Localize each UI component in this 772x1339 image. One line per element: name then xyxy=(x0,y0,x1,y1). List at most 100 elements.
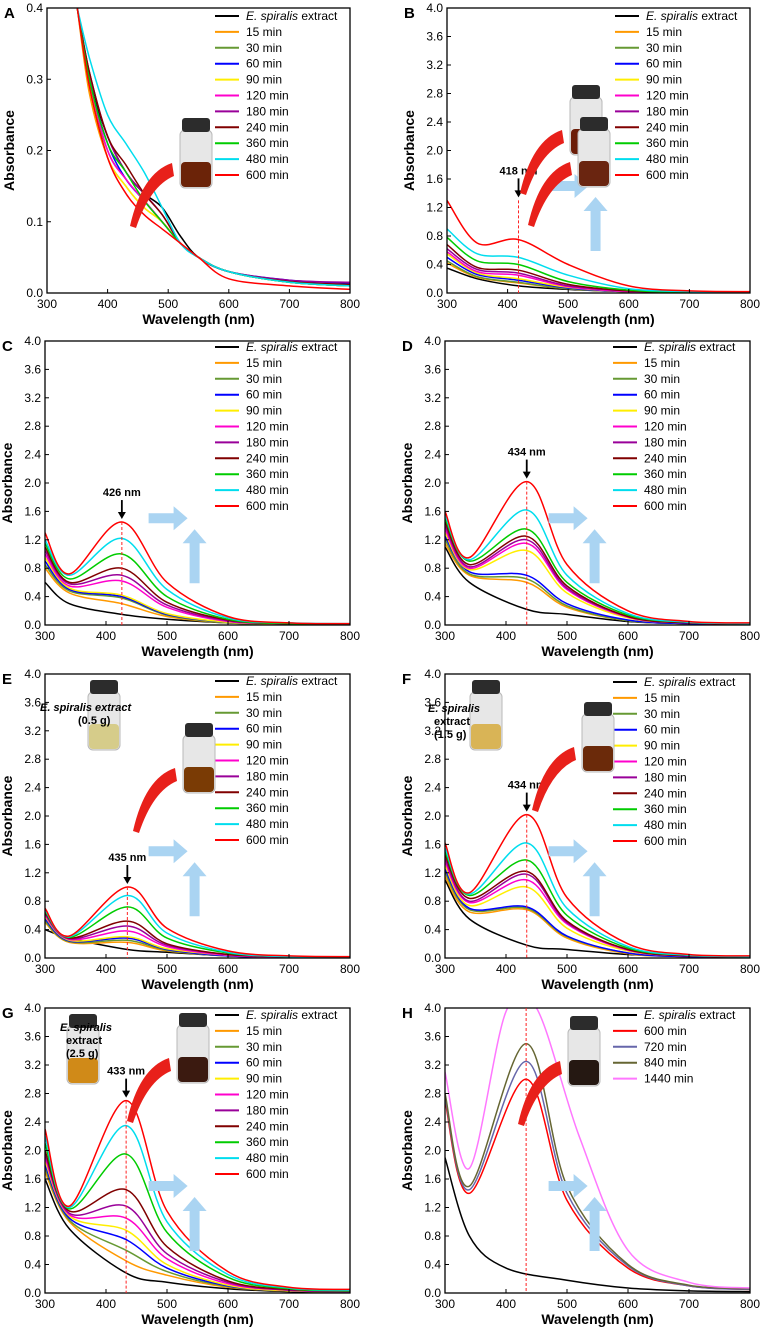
peak-label-c: 426 nm xyxy=(103,487,141,499)
panel-letter-b: B xyxy=(404,5,415,22)
legend-label-h: E. spiralis extract xyxy=(644,1008,736,1022)
legend-label-d: E. spiralis extract xyxy=(644,340,736,354)
y-tick-label-c: 2.8 xyxy=(24,419,41,433)
x-tick-label-a: 500 xyxy=(158,297,178,311)
x-tick-label-g: 400 xyxy=(96,1297,116,1311)
x-tick-label-a: 400 xyxy=(98,297,118,311)
legend-label-c: 600 min xyxy=(246,499,289,513)
inset-label-f-line3: (1.5 g) xyxy=(434,729,467,741)
peak-arrowhead-f xyxy=(522,804,531,812)
legend-label-g: 120 min xyxy=(246,1088,289,1102)
legend-label-f: 120 min xyxy=(644,755,687,769)
legend-label-b: 240 min xyxy=(646,120,689,134)
vial-image-c-1 xyxy=(130,118,213,228)
legend-label-f: 60 min xyxy=(644,723,680,737)
y-tick-label-d: 1.6 xyxy=(424,504,441,518)
legend-label-b: 480 min xyxy=(646,152,689,166)
legend-label-a: 15 min xyxy=(246,25,282,39)
x-tick-label-c: 400 xyxy=(96,629,116,643)
panel-letter-d: D xyxy=(402,338,413,355)
y-tick-label-f: 2.0 xyxy=(424,809,441,823)
legend-label-e: 90 min xyxy=(246,738,282,752)
inset-label-g-line3: (2.5 g) xyxy=(66,1048,99,1060)
x-tick-label-c: 800 xyxy=(340,629,360,643)
legend-label-d: 180 min xyxy=(644,435,687,449)
y-tick-label-e: 2.0 xyxy=(24,809,41,823)
y-tick-label-e: 2.8 xyxy=(24,752,41,766)
vial-image-g-1 xyxy=(66,1014,100,1085)
y-tick-label-a: 0.3 xyxy=(26,72,43,86)
legend-label-h: 1440 min xyxy=(644,1072,693,1086)
legend-label-f: 360 min xyxy=(644,802,687,816)
y-axis-title-b: Absorbance xyxy=(401,110,417,191)
x-tick-label-e: 500 xyxy=(157,962,177,976)
x-tick-label-f: 600 xyxy=(618,962,638,976)
panel-letter-f: F xyxy=(402,671,411,688)
y-tick-label-h: 2.8 xyxy=(424,1087,441,1101)
y-axis-title-c: Absorbance xyxy=(0,442,15,523)
panel-letter-e: E xyxy=(2,671,12,688)
y-tick-label-c: 4.0 xyxy=(24,334,41,348)
y-tick-label-c: 0.0 xyxy=(24,618,41,632)
x-tick-label-b: 400 xyxy=(498,297,518,311)
y-axis-title-a: Absorbance xyxy=(1,110,17,191)
legend-label-h: 840 min xyxy=(644,1056,687,1070)
x-tick-label-b: 600 xyxy=(619,297,639,311)
y-tick-label-f: 2.8 xyxy=(424,752,441,766)
legend-label-e: 360 min xyxy=(246,801,289,815)
vial-image-e-1 xyxy=(87,680,121,751)
legend-label-a: 60 min xyxy=(246,57,282,71)
legend-label-c: E. spiralis extract xyxy=(246,340,338,354)
series-line-g-480-min xyxy=(45,1124,350,1291)
series-line-a-60-min xyxy=(76,8,350,284)
x-tick-label-e: 400 xyxy=(96,962,116,976)
legend-label-a: 180 min xyxy=(246,104,289,118)
y-tick-label-b: 0.4 xyxy=(426,258,443,272)
series-line-g-600-min xyxy=(45,1099,350,1291)
vial-image-g-2 xyxy=(127,1013,210,1123)
legend-label-g: 240 min xyxy=(246,1119,289,1133)
peak-label-e: 435 nm xyxy=(108,852,146,864)
y-tick-label-h: 4.0 xyxy=(424,1001,441,1015)
x-tick-label-e: 800 xyxy=(340,962,360,976)
y-tick-label-h: 0.8 xyxy=(424,1229,441,1243)
x-axis-title-d: Wavelength (nm) xyxy=(541,643,653,659)
legend-label-b: 120 min xyxy=(646,89,689,103)
inset-label-f-line1: E. spiralis xyxy=(428,703,480,715)
y-tick-label-b: 3.2 xyxy=(426,58,443,72)
shift-arrow-up-f xyxy=(582,862,607,917)
x-axis-title-c: Wavelength (nm) xyxy=(141,643,253,659)
legend-label-b: 30 min xyxy=(646,41,682,55)
y-tick-label-g: 4.0 xyxy=(24,1001,41,1015)
series-line-a-240-min xyxy=(76,8,350,286)
y-tick-label-f: 1.2 xyxy=(424,866,441,880)
y-tick-label-e: 3.6 xyxy=(24,695,41,709)
series-line-a-360-min xyxy=(76,8,350,287)
y-tick-label-g: 0.4 xyxy=(24,1258,41,1272)
legend-label-c: 60 min xyxy=(246,388,282,402)
x-tick-label-a: 600 xyxy=(219,297,239,311)
x-tick-label-f: 700 xyxy=(679,962,699,976)
y-tick-label-f: 0.4 xyxy=(424,923,441,937)
x-tick-label-g: 800 xyxy=(340,1297,360,1311)
y-tick-label-h: 0.4 xyxy=(424,1258,441,1272)
series-line-f-600-min xyxy=(445,813,750,957)
y-tick-label-b: 0.8 xyxy=(426,229,443,243)
legend-label-c: 15 min xyxy=(246,356,282,370)
y-tick-label-f: 0.0 xyxy=(424,951,441,965)
legend-label-c: 180 min xyxy=(246,435,289,449)
y-axis-title-e: Absorbance xyxy=(0,775,15,856)
x-axis-title-h: Wavelength (nm) xyxy=(541,1311,653,1327)
y-tick-label-a: 0.2 xyxy=(26,144,43,158)
series-line-d-600-min xyxy=(445,480,750,624)
y-tick-label-d: 0.8 xyxy=(424,561,441,575)
x-tick-label-a: 700 xyxy=(279,297,299,311)
y-tick-label-d: 3.2 xyxy=(424,391,441,405)
y-tick-label-f: 3.2 xyxy=(424,724,441,738)
x-tick-label-b: 700 xyxy=(679,297,699,311)
inset-label-g-line2: extract xyxy=(66,1035,102,1047)
legend-label-f: 15 min xyxy=(644,691,680,705)
series-line-a-600-min xyxy=(76,8,350,291)
y-tick-label-f: 2.4 xyxy=(424,781,441,795)
x-axis-title-g: Wavelength (nm) xyxy=(141,1311,253,1327)
